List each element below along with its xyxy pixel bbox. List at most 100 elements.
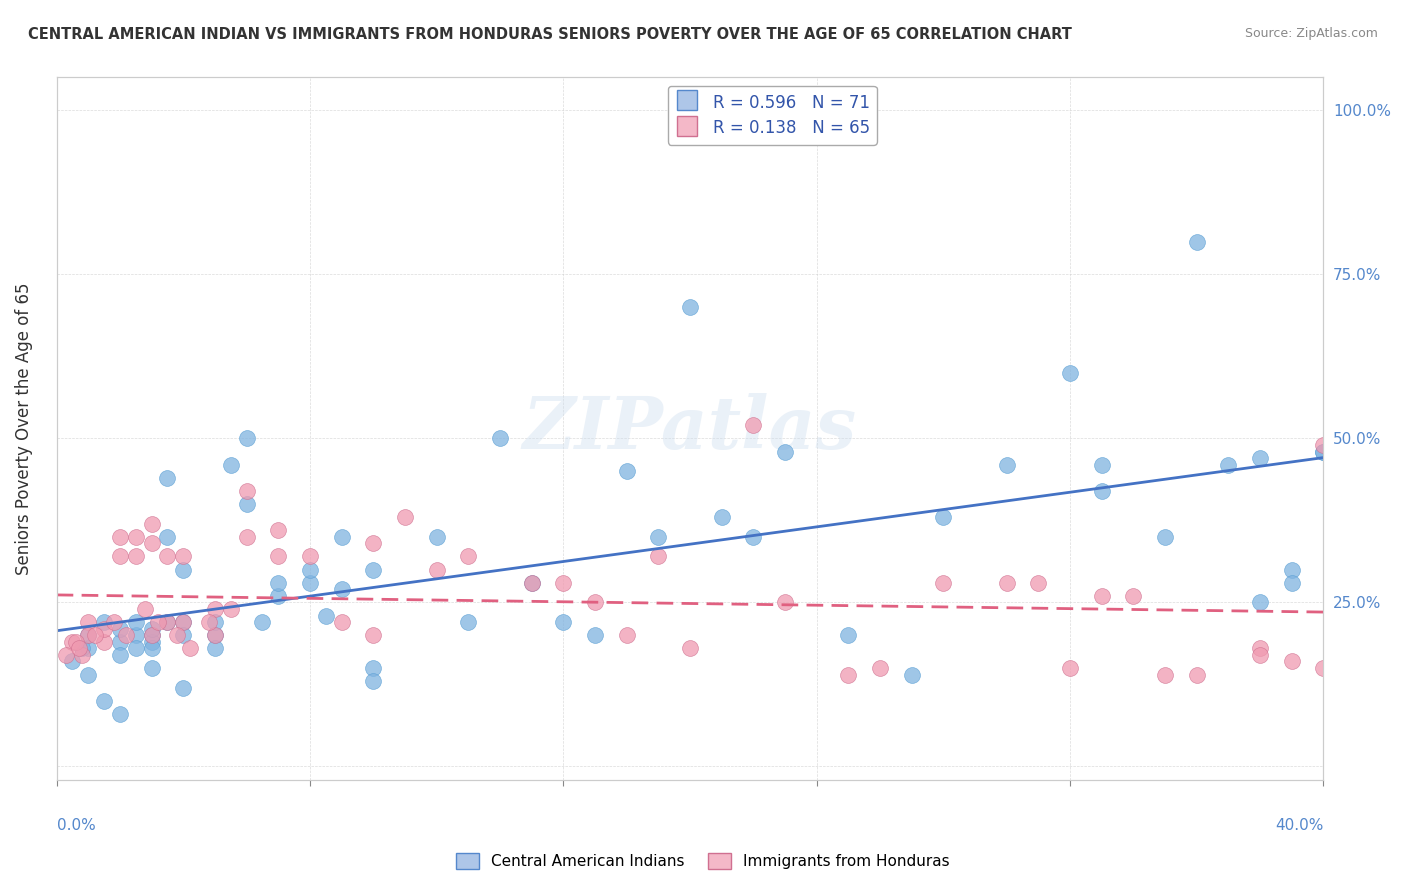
Point [125,615,148,629]
Point [361,661,384,675]
Point [553,615,575,629]
Point [197,615,219,629]
Y-axis label: Seniors Poverty Over the Age of 65: Seniors Poverty Over the Age of 65 [15,282,32,574]
Point [361,536,384,550]
Point [267,549,290,564]
Point [837,667,859,681]
Point [252,615,274,629]
Point [62,635,84,649]
Point [932,510,955,524]
Point [204,641,226,656]
Point [616,628,638,642]
Point [108,549,131,564]
Point [647,549,669,564]
Text: CENTRAL AMERICAN INDIAN VS IMMIGRANTS FROM HONDURAS SENIORS POVERTY OVER THE AGE: CENTRAL AMERICAN INDIAN VS IMMIGRANTS FR… [28,27,1071,42]
Point [65,635,87,649]
Point [156,549,179,564]
Point [837,628,859,642]
Point [172,563,194,577]
Point [1249,595,1271,609]
Point [156,530,179,544]
Point [330,582,353,597]
Point [235,483,257,498]
Point [141,516,163,531]
Point [204,628,226,642]
Point [298,575,321,590]
Point [77,615,100,629]
Point [108,706,131,721]
Point [1091,483,1114,498]
Point [361,674,384,689]
Point [457,549,479,564]
Point [1249,451,1271,466]
Point [520,575,543,590]
Point [93,635,115,649]
Point [115,628,138,642]
Point [55,648,77,662]
Point [219,602,242,616]
Point [361,563,384,577]
Point [103,615,125,629]
Point [773,444,796,458]
Point [172,615,194,629]
Point [1312,438,1334,452]
Point [172,549,194,564]
Point [235,530,257,544]
Point [1185,235,1208,249]
Point [1122,589,1144,603]
Point [1059,366,1081,380]
Point [995,575,1018,590]
Point [330,615,353,629]
Point [361,628,384,642]
Point [1026,575,1049,590]
Point [489,431,512,445]
Point [710,510,733,524]
Point [77,667,100,681]
Point [141,641,163,656]
Point [141,635,163,649]
Point [108,635,131,649]
Point [869,661,891,675]
Point [394,510,416,524]
Point [77,628,100,642]
Point [742,530,765,544]
Point [93,615,115,629]
Point [1091,589,1114,603]
Point [742,418,765,433]
Point [235,497,257,511]
Point [125,641,148,656]
Point [204,602,226,616]
Point [125,530,148,544]
Point [146,615,169,629]
Point [1312,444,1334,458]
Point [77,641,100,656]
Point [141,628,163,642]
Point [267,575,290,590]
Point [267,589,290,603]
Point [267,523,290,537]
Point [141,661,163,675]
Text: Source: ZipAtlas.com: Source: ZipAtlas.com [1244,27,1378,40]
Point [83,628,105,642]
Point [298,563,321,577]
Point [108,622,131,636]
Point [70,648,93,662]
Point [156,471,179,485]
Point [134,602,156,616]
Point [1249,648,1271,662]
Point [1154,667,1177,681]
Point [156,615,179,629]
Point [93,622,115,636]
Point [773,595,796,609]
Point [520,575,543,590]
Point [1312,661,1334,675]
Point [77,628,100,642]
Point [583,595,606,609]
Point [1281,575,1303,590]
Point [156,615,179,629]
Point [1218,458,1240,472]
Point [219,458,242,472]
Point [1249,641,1271,656]
Point [995,458,1018,472]
Point [235,431,257,445]
